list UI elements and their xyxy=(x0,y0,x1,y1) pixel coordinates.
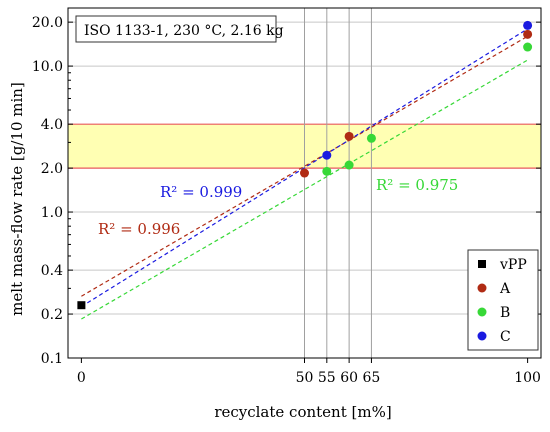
y-tick-label: 1.0 xyxy=(41,205,63,221)
legend-swatch-vpp xyxy=(478,260,486,268)
y-tick-label: 0.2 xyxy=(41,307,63,323)
y-axis-title: melt mass-flow rate [g/10 min] xyxy=(8,82,26,316)
y-tick-label: 2.0 xyxy=(41,161,63,177)
marker-vpp xyxy=(77,301,86,310)
y-tick-label: 0.4 xyxy=(41,263,63,279)
fit-line-a xyxy=(81,35,528,297)
marker-a xyxy=(523,29,533,39)
x-tick-label: 60 xyxy=(340,370,358,386)
y-tick-label: 20.0 xyxy=(32,15,63,31)
legend-label-c: C xyxy=(500,329,511,345)
annotations: R² = 0.996 R² = 0.975 R² = 0.999 xyxy=(98,176,458,238)
grid xyxy=(68,8,541,359)
x-tick-label: 0 xyxy=(77,370,86,386)
marker-b xyxy=(366,133,376,143)
r2-label-b: R² = 0.975 xyxy=(376,176,458,194)
chart-title-box xyxy=(75,15,277,43)
marker-c xyxy=(322,150,332,160)
y-tick-label: 10.0 xyxy=(32,59,63,75)
y-tick-label: 0.1 xyxy=(41,351,63,367)
r2-label-c: R² = 0.999 xyxy=(160,183,242,201)
x-tick-label: 55 xyxy=(318,370,336,386)
legend: vPP ABC xyxy=(467,249,539,351)
x-tick-label: 50 xyxy=(296,370,314,386)
legend-swatch-b xyxy=(477,307,487,317)
r2-label-a: R² = 0.996 xyxy=(98,220,180,238)
x-axis-title: recyclate content [m%] xyxy=(214,403,391,421)
marker-a xyxy=(344,131,354,141)
x-tick-label: 65 xyxy=(363,370,381,386)
axes: 0.1 0.2 0.4 1.0 2.0 4.0 10.0 20.0 0 50 55 60 65 100 xyxy=(32,7,542,386)
chart-title: ISO 1133-1, 230 °C, 2.16 kg xyxy=(84,23,284,39)
marker-a xyxy=(300,168,309,178)
marker-c xyxy=(523,20,533,30)
legend-label-vpp: vPP xyxy=(499,257,527,273)
legend-swatch-c xyxy=(477,331,487,341)
data-markers xyxy=(77,20,533,310)
marker-b xyxy=(322,166,332,176)
legend-label-a: A xyxy=(499,281,511,297)
legend-label-b: B xyxy=(500,305,510,321)
y-tick-label: 4.0 xyxy=(41,117,63,133)
fit-line-b xyxy=(81,59,528,320)
fit-line-c xyxy=(81,28,528,308)
marker-b xyxy=(344,160,354,170)
x-tick-label: 100 xyxy=(514,370,541,386)
marker-b xyxy=(523,42,533,52)
legend-swatch-a xyxy=(477,283,487,293)
fit-lines xyxy=(81,28,528,320)
